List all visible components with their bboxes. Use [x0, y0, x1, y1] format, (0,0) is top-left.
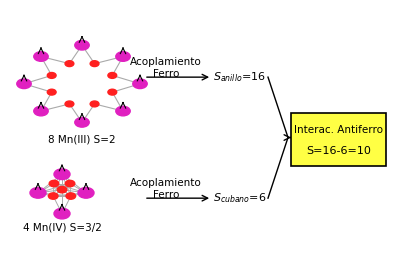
Circle shape	[49, 180, 59, 187]
Text: Acoplamiento
Ferro: Acoplamiento Ferro	[130, 57, 202, 79]
Circle shape	[75, 118, 89, 127]
Circle shape	[133, 79, 147, 89]
Circle shape	[108, 73, 117, 78]
Circle shape	[108, 89, 117, 95]
FancyBboxPatch shape	[291, 113, 386, 166]
Text: Interac. Antiferro: Interac. Antiferro	[294, 125, 383, 135]
Circle shape	[48, 193, 58, 199]
Text: 4 Mn(IV) S=3/2: 4 Mn(IV) S=3/2	[22, 222, 102, 232]
Circle shape	[90, 101, 99, 107]
Circle shape	[17, 79, 31, 89]
Circle shape	[65, 101, 74, 107]
Circle shape	[30, 188, 46, 198]
Circle shape	[54, 208, 70, 219]
Circle shape	[54, 169, 70, 180]
Circle shape	[47, 73, 56, 78]
Text: S=16-6=10: S=16-6=10	[306, 146, 371, 156]
Circle shape	[65, 180, 75, 187]
Circle shape	[65, 61, 74, 66]
Circle shape	[116, 52, 130, 61]
Circle shape	[90, 61, 99, 66]
Text: $S_{anillo}$=16: $S_{anillo}$=16	[213, 70, 266, 84]
Circle shape	[34, 52, 48, 61]
Text: 8 Mn(III) S=2: 8 Mn(III) S=2	[48, 134, 116, 144]
Circle shape	[47, 89, 56, 95]
Text: $S_{cubano}$=6: $S_{cubano}$=6	[213, 191, 267, 205]
Circle shape	[57, 186, 67, 193]
Circle shape	[34, 106, 48, 116]
Text: Acoplamiento
Ferro: Acoplamiento Ferro	[130, 178, 202, 200]
Circle shape	[75, 40, 89, 50]
Circle shape	[78, 188, 94, 198]
Circle shape	[66, 193, 76, 199]
Circle shape	[116, 106, 130, 116]
